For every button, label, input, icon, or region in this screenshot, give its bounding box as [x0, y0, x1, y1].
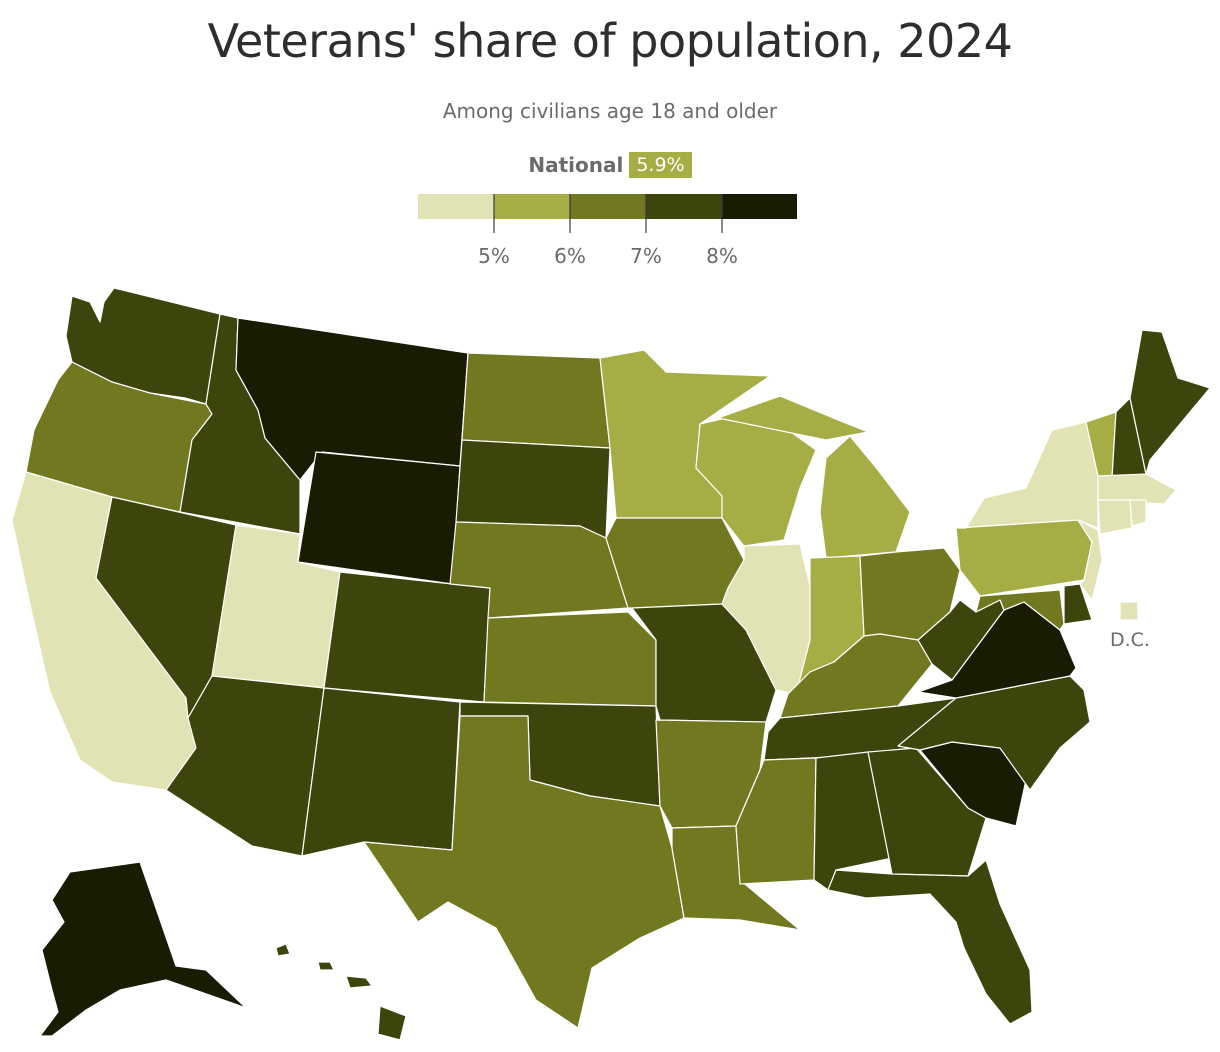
state-hi-islands [275, 943, 407, 1041]
legend-tick-label-6: 6% [554, 244, 586, 268]
national-label: National [528, 153, 624, 177]
state-dc-marker[interactable] [1119, 601, 1139, 621]
legend-bin-0 [418, 194, 494, 219]
state-ny[interactable] [955, 421, 1099, 529]
state-ne[interactable] [449, 521, 629, 619]
color-legend: 5% 6% 7% 8% [418, 194, 797, 268]
legend-tick-label-8: 8% [706, 244, 738, 268]
state-ak[interactable] [39, 861, 247, 1037]
state-co[interactable] [323, 571, 491, 703]
state-ma[interactable] [1097, 473, 1177, 505]
state-ri[interactable] [1129, 499, 1147, 527]
dc-label: D.C. [1110, 629, 1150, 651]
legend-bin-3 [646, 194, 722, 219]
national-indicator: National 5.9% [0, 152, 1220, 178]
legend-bin-1 [494, 194, 570, 219]
map-title: Veterans' share of population, 2024 [207, 14, 1013, 68]
state-ct[interactable] [1097, 499, 1133, 535]
state-ia[interactable] [605, 517, 745, 609]
state-il[interactable] [721, 543, 811, 695]
legend-tick-label-5: 5% [478, 244, 510, 268]
legend-tick-label-7: 7% [630, 244, 662, 268]
state-ks[interactable] [483, 611, 657, 707]
state-wy[interactable] [297, 451, 461, 585]
state-mi[interactable] [717, 395, 911, 559]
national-value-badge: 5.9% [629, 152, 692, 178]
state-md[interactable] [975, 589, 1065, 631]
state-de[interactable] [1063, 583, 1093, 625]
state-fl[interactable] [827, 859, 1033, 1025]
states-layer: D.C. [11, 287, 1211, 1041]
state-tx[interactable] [363, 715, 685, 1029]
state-nm[interactable] [301, 687, 461, 857]
state-nd[interactable] [461, 352, 611, 449]
state-me[interactable] [1129, 329, 1211, 475]
map-subtitle: Among civilians age 18 and older [442, 99, 778, 123]
state-hi[interactable] [275, 943, 407, 1041]
legend-bin-2 [570, 194, 646, 219]
legend-bin-4 [722, 194, 797, 219]
state-nj[interactable] [1077, 519, 1103, 601]
